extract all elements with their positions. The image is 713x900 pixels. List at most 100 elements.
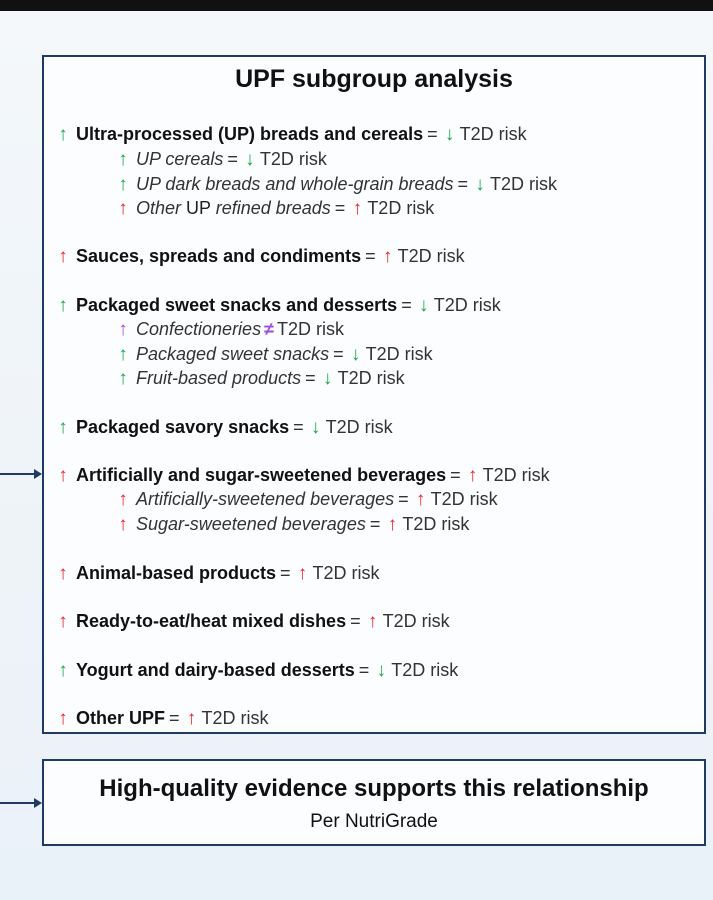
row-arrow-up-icon: ↑ (58, 660, 68, 681)
equals-sign: = (169, 708, 180, 728)
row-label: Packaged savory snacks (76, 417, 290, 437)
row-arrow-up-icon: ↑ (58, 246, 68, 267)
row-arrow-up-icon: ↑ (58, 295, 68, 316)
subgroup-row-1: ↑ UP cereals = ↓ T2D risk (116, 148, 327, 171)
subgroup-row-4: ↑ Sauces, spreads and condiments = ↑ T2D ris… (56, 245, 465, 268)
risk-arrow-down-icon: ↓ (322, 368, 333, 389)
row-label: Sugar-sweetened beverages (136, 514, 366, 534)
row-arrow-up-icon: ↑ (58, 563, 68, 584)
connector-arrow-evidence (0, 802, 36, 804)
equals-sign: = (369, 514, 381, 534)
risk-arrow-down-icon: ↓ (475, 174, 485, 195)
risk-arrow-up-icon: ↑ (186, 708, 197, 729)
subgroup-row-15: ↑ Yogurt and dairy-based desserts = ↓ T2D ri… (56, 659, 458, 682)
risk-arrow-down-icon: ↓ (444, 124, 455, 145)
risk-arrow-up-icon: ↑ (352, 198, 363, 219)
connector-arrowhead-beverages (34, 469, 42, 479)
row-label: Fruit-based products (136, 368, 302, 388)
risk-label: T2D risk (391, 660, 459, 680)
subgroup-row-13: ↑ Animal-based products = ↑ T2D risk (56, 562, 380, 585)
risk-label: T2D risk (402, 514, 470, 534)
risk-arrow-down-icon: ↓ (350, 344, 361, 365)
row-arrow-up-icon: ↑ (58, 611, 68, 632)
risk-label: T2D risk (397, 246, 465, 266)
subgroup-row-14: ↑ Ready-to-eat/heat mixed dishes = ↑ T2D ris… (56, 610, 450, 633)
equals-sign: = (333, 344, 344, 364)
row-arrow-up-icon: ↑ (58, 465, 68, 486)
evidence-box: High-quality evidence supports this rela… (42, 759, 706, 846)
row-label-prefix: Other (136, 198, 182, 218)
not-equal-sign: ≠ (264, 319, 274, 339)
risk-arrow-down-icon: ↓ (376, 660, 387, 681)
equals-sign: = (365, 246, 376, 266)
subgroup-row-9: ↑ Packaged savory snacks = ↓ T2D risk (56, 416, 393, 439)
subgroup-row-2: ↑ UP dark breads and whole-grain breads = ↓… (116, 173, 557, 196)
equals-sign: = (334, 198, 346, 218)
equals-sign: = (350, 611, 361, 631)
equals-sign: = (457, 174, 469, 194)
risk-label: T2D risk (337, 368, 405, 388)
row-arrow-up-icon: ↑ (118, 198, 128, 219)
connector-arrow-beverages (0, 473, 36, 475)
row-arrow-up-icon: ↑ (118, 174, 128, 195)
row-label-suffix: refined breads (215, 198, 331, 218)
risk-arrow-up-icon: ↑ (367, 611, 378, 632)
risk-arrow-up-icon: ↑ (467, 465, 478, 486)
risk-label: T2D risk (365, 344, 433, 364)
box-title: UPF subgroup analysis (235, 65, 513, 93)
row-arrow-up-icon: ↑ (118, 368, 128, 389)
risk-label: T2D risk (433, 295, 501, 315)
row-label: Artificially and sugar-sweetened beverag… (76, 465, 447, 485)
row-label: Sauces, spreads and condiments (76, 246, 362, 266)
equals-sign: = (427, 124, 438, 144)
risk-arrow-up-icon: ↑ (387, 514, 398, 535)
risk-label: T2D risk (276, 319, 344, 339)
equals-sign: = (227, 149, 238, 169)
equals-sign: = (450, 465, 461, 485)
subgroup-row-5: ↑ Packaged sweet snacks and desserts = ↓ T2D… (56, 294, 501, 317)
row-arrow-up-icon: ↑ (118, 514, 128, 535)
row-label: UP cereals (136, 149, 224, 169)
subgroup-row-8: ↑ Fruit-based products = ↓ T2D risk (116, 367, 405, 390)
risk-arrow-up-icon: ↑ (382, 246, 393, 267)
risk-label: T2D risk (482, 465, 550, 485)
equals-sign: = (358, 660, 370, 680)
row-arrow-up-icon: ↑ (58, 417, 68, 438)
risk-arrow-down-icon: ↓ (245, 149, 255, 170)
risk-label: T2D risk (430, 489, 498, 509)
row-label: Packaged sweet snacks (136, 344, 330, 364)
row-label: Animal-based products (76, 563, 277, 583)
row-label: Confectioneries (136, 319, 262, 339)
connector-arrowhead-evidence (34, 798, 42, 808)
risk-label: T2D risk (459, 124, 527, 144)
risk-label: T2D risk (325, 417, 393, 437)
equals-sign: = (305, 368, 316, 388)
risk-label: T2D risk (312, 563, 380, 583)
risk-label: T2D risk (201, 708, 269, 728)
risk-arrow-down-icon: ↓ (310, 417, 321, 438)
row-label-plain: UP (181, 198, 216, 218)
row-arrow-up-icon: ↑ (58, 708, 68, 729)
risk-label: T2D risk (367, 198, 435, 218)
row-arrow-up-icon: ↑ (118, 319, 128, 340)
subgroup-row-6: ↑ Confectioneries ≠ T2D risk (116, 318, 344, 341)
equals-sign: = (401, 295, 412, 315)
risk-label: T2D risk (382, 611, 450, 631)
row-label: Ready-to-eat/heat mixed dishes (76, 611, 347, 631)
equals-sign: = (280, 563, 291, 583)
row-label: Yogurt and dairy-based desserts (76, 660, 355, 680)
subgroup-row-10: ↑ Artificially and sugar-sweetened bevera… (56, 464, 550, 487)
evidence-headline: High-quality evidence supports this rela… (99, 775, 649, 802)
row-label: Artificially-sweetened beverages (136, 489, 395, 509)
row-arrow-up-icon: ↑ (118, 489, 128, 510)
subgroup-row-16: ↑ Other UPF = ↑ T2D risk (56, 707, 269, 730)
risk-label: T2D risk (490, 174, 558, 194)
subgroup-row-0: ↑ Ultra-processed (UP) breads and cereals… (56, 123, 527, 146)
subgroup-row-11: ↑ Artificially-sweetened beverages = ↑ T2D r… (116, 488, 498, 511)
subgroup-row-7: ↑ Packaged sweet snacks = ↓ T2D risk (116, 343, 433, 366)
row-label: UP dark breads and whole-grain breads (136, 174, 454, 194)
evidence-subline: Per NutriGrade (310, 811, 438, 832)
row-arrow-up-icon: ↑ (118, 344, 128, 365)
risk-label: T2D risk (259, 149, 327, 169)
row-label: Ultra-processed (UP) breads and cereals (76, 124, 424, 144)
